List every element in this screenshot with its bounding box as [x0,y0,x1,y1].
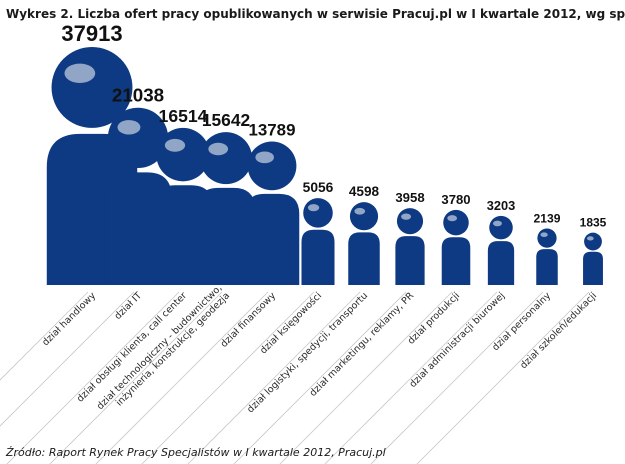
leader-line [49,291,223,464]
source-note: Źródło: Raport Rynek Pracy Specjalistów … [5,446,386,459]
category-label: dział handlowy [40,290,98,348]
value-label: 3958 [395,190,424,205]
leader-line [95,291,269,464]
leader-line [370,291,544,464]
leader-line [279,291,453,464]
leader-line [324,291,498,464]
person-figure [244,141,300,285]
leader-line [233,291,407,464]
person-figure [196,132,256,285]
person-figure [536,228,558,285]
leader-line [0,291,135,427]
value-label: 3780 [441,192,470,207]
category-label: dział szkoleń/edukacji [518,290,599,371]
value-label: 4598 [349,184,380,199]
person-figure [487,215,515,285]
person-figure [441,209,471,285]
value-label: 2139 [534,211,561,225]
leader-lines-group [0,291,590,464]
leader-line [416,291,590,464]
category-label: dział IT [112,290,144,322]
value-label: 1835 [580,216,607,230]
category-label: dział administracji biurowej [407,290,507,390]
person-figure [395,208,425,285]
category-label: dział technologiczny - budownictwo,inżyn… [95,283,232,420]
value-label: 16514 [159,106,208,126]
value-label: 15642 [202,110,250,130]
figures-group [46,47,603,285]
leader-line [141,291,315,464]
person-figure [583,232,603,285]
value-label: 13789 [249,120,296,139]
leader-line [0,291,89,381]
person-figure [348,202,380,285]
chart-title: Wykres 2. Liczba ofert pracy opublikowan… [6,7,625,21]
value-label: 3203 [487,198,515,213]
value-label: 37913 [61,21,122,46]
value-label: 5056 [303,180,334,195]
person-figure [301,198,335,285]
leader-line [187,291,361,464]
value-label: 21038 [112,85,164,106]
leader-line [6,291,180,464]
